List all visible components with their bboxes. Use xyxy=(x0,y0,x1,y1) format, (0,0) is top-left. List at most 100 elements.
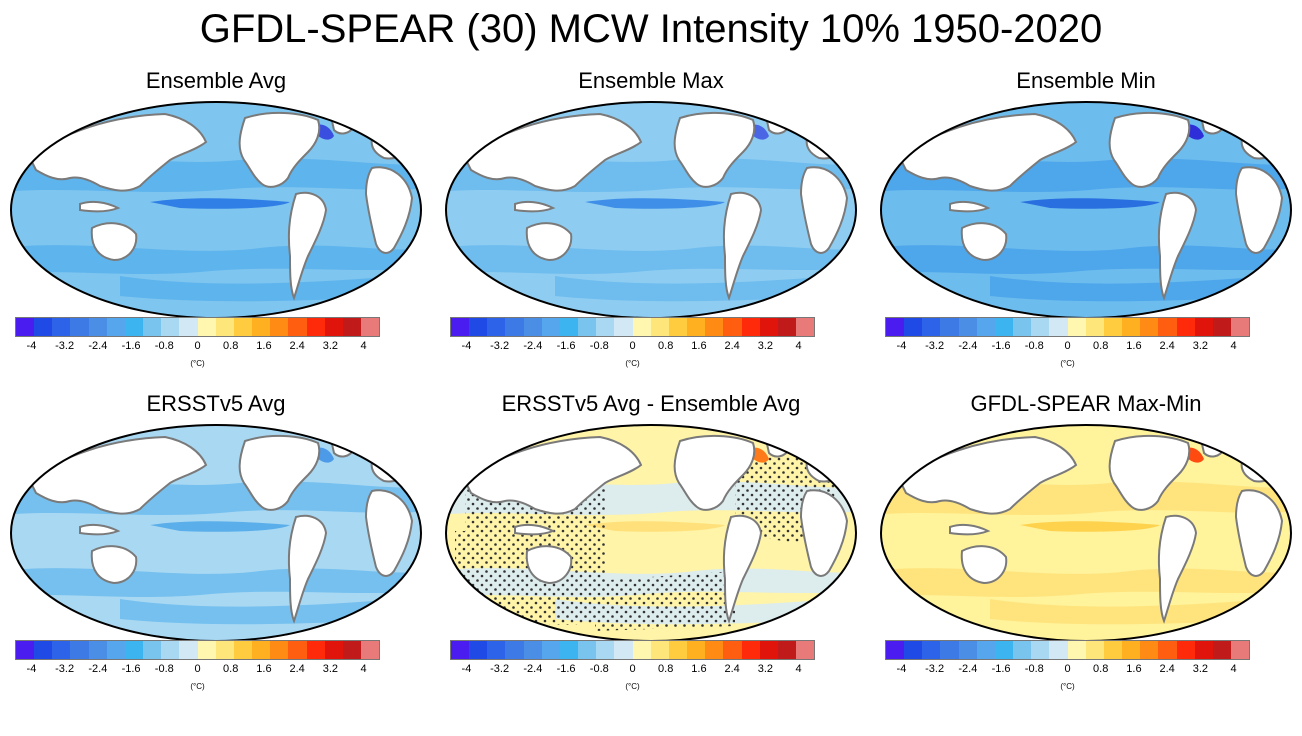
colorbar-swatch xyxy=(16,318,35,336)
colorbar-swatch xyxy=(1085,318,1104,336)
colorbar-swatch xyxy=(886,641,905,659)
colorbar-swatch xyxy=(1158,318,1177,336)
colorbar-swatch xyxy=(1230,318,1250,336)
robinson-map xyxy=(445,101,857,319)
colorbar-swatch xyxy=(668,641,688,659)
map-panel: ERSSTv5 Avg - Ensemble Avg -4 -3.2 -2.4 -1.6… xyxy=(435,391,867,736)
colorbar-ticks: -4 -3.2 -2.4 -1.6 -0.8 0 0.8 1.6 2.4 3.2 4 xyxy=(15,663,380,679)
colorbar-units: (°C) xyxy=(1060,682,1075,691)
contour-band xyxy=(555,276,835,302)
colorbar-tick-label: -3.2 xyxy=(925,663,945,675)
colorbar-swatch xyxy=(940,318,959,336)
colorbar-swatch xyxy=(215,318,234,336)
colorbar-tick-label: 2.4 xyxy=(289,663,305,675)
colorbar-swatch xyxy=(70,318,89,336)
colorbar-tick-label: 1.6 xyxy=(256,340,272,352)
map-panel: ERSSTv5 Avg -4 -3.2 -2.4 -1.6 -0.8 0 0.8 1.6 2.4 3… xyxy=(0,391,432,736)
colorbar-swatch xyxy=(469,641,488,659)
colorbar-tick-label: -0.8 xyxy=(589,663,609,675)
landmass-australia xyxy=(960,222,1008,262)
colorbar-swatch xyxy=(469,318,488,336)
colorbar-swatch xyxy=(342,318,361,336)
colorbar-tick-label: 3.2 xyxy=(322,663,339,675)
colorbar-swatch xyxy=(143,641,162,659)
colorbar-swatch xyxy=(541,641,560,659)
colorbar-tick-label: 3.2 xyxy=(757,340,774,352)
colorbar-swatch xyxy=(233,318,253,336)
colorbar-tick-label: -3.2 xyxy=(55,663,75,675)
landmass-northAmerica xyxy=(238,434,321,511)
colorbar-ticks: -4 -3.2 -2.4 -1.6 -0.8 0 0.8 1.6 2.4 3.2 4 xyxy=(450,340,815,356)
colorbar-tick-label: 3.2 xyxy=(757,663,774,675)
colorbar-swatch xyxy=(487,641,506,659)
ocean-field xyxy=(881,102,1291,318)
colorbar-swatch xyxy=(70,641,89,659)
colorbar-tick-label: -3.2 xyxy=(490,340,510,352)
equatorial-band xyxy=(585,198,725,209)
colorbar-swatch xyxy=(342,641,361,659)
colorbar-tick-label: 2.4 xyxy=(1159,663,1175,675)
colorbar-tick-label: 4 xyxy=(1230,340,1237,352)
colorbar-tick-label: -4 xyxy=(26,340,37,352)
colorbar-swatch xyxy=(505,641,524,659)
landmass-northAmerica xyxy=(1108,434,1191,511)
colorbar-swatch xyxy=(252,641,271,659)
equatorial-band xyxy=(150,198,290,209)
landmass-africa xyxy=(799,489,849,577)
colorbar-swatch xyxy=(795,641,815,659)
colorbar-units: (°C) xyxy=(190,359,205,368)
colorbar-swatch xyxy=(324,318,343,336)
map-panel: Ensemble Avg -4 -3.2 -2.4 -1.6 -0.8 0 0.8 1.6 2.4… xyxy=(0,68,432,413)
colorbar-swatch xyxy=(1176,641,1195,659)
landmass-indonesia xyxy=(514,523,556,536)
colorbar-swatch xyxy=(904,318,923,336)
colorbar xyxy=(450,640,815,660)
landmass-australia xyxy=(525,222,573,262)
colorbar-swatch xyxy=(215,641,234,659)
colorbar-swatch xyxy=(958,641,977,659)
colorbar-swatch xyxy=(1013,318,1032,336)
colorbar-swatch xyxy=(106,641,125,659)
colorbar-tick-label: -4 xyxy=(461,663,472,675)
map-panel: Ensemble Max -4 -3.2 -2.4 -1.6 -0.8 0 0.8 1.6 2.4… xyxy=(435,68,867,413)
colorbar-swatch xyxy=(523,641,542,659)
landmass-australia xyxy=(90,545,138,585)
landmass-southAmerica xyxy=(1157,191,1198,301)
colorbar-swatch xyxy=(88,318,107,336)
landmass-southAmerica xyxy=(1157,514,1198,624)
colorbar-tick-label: -2.4 xyxy=(958,340,978,352)
colorbar-tick-label: -2.4 xyxy=(523,663,543,675)
landmass-southAmerica xyxy=(722,191,763,301)
colorbar xyxy=(15,317,380,337)
landmass-northAmerica xyxy=(673,111,756,188)
colorbar-swatch xyxy=(596,318,615,336)
landmass-africa xyxy=(1234,166,1284,254)
colorbar-swatch xyxy=(1122,641,1141,659)
colorbar-tick-label: 0.8 xyxy=(658,340,674,352)
colorbar-swatch xyxy=(34,641,53,659)
colorbar xyxy=(450,317,815,337)
colorbar-tick-label: -2.4 xyxy=(88,663,108,675)
colorbar-tick-label: -1.6 xyxy=(556,663,576,675)
colorbar-swatch xyxy=(1085,641,1104,659)
colorbar-tick-label: 1.6 xyxy=(256,663,272,675)
colorbar-swatch xyxy=(559,318,579,336)
colorbar-swatch xyxy=(52,641,71,659)
colorbar-swatch xyxy=(124,318,144,336)
panel-title: Ensemble Avg xyxy=(145,68,287,93)
equatorial-band xyxy=(585,521,725,532)
colorbar-swatch xyxy=(759,641,778,659)
colorbar-swatch xyxy=(777,641,796,659)
landmass-africa xyxy=(1234,489,1284,577)
colorbar-tick-label: 0.8 xyxy=(658,663,674,675)
landmass-indonesia xyxy=(949,523,991,536)
contour-band xyxy=(990,599,1270,625)
colorbar-tick-label: -4 xyxy=(461,340,472,352)
colorbar-tick-label: 1.6 xyxy=(1126,663,1142,675)
colorbar-tick-label: 0.8 xyxy=(1093,340,1109,352)
colorbar-units: (°C) xyxy=(1060,359,1075,368)
colorbar-swatch xyxy=(288,318,307,336)
colorbar-swatch xyxy=(324,641,343,659)
colorbar-tick-label: 0 xyxy=(1064,663,1071,675)
colorbar-swatch xyxy=(886,318,905,336)
